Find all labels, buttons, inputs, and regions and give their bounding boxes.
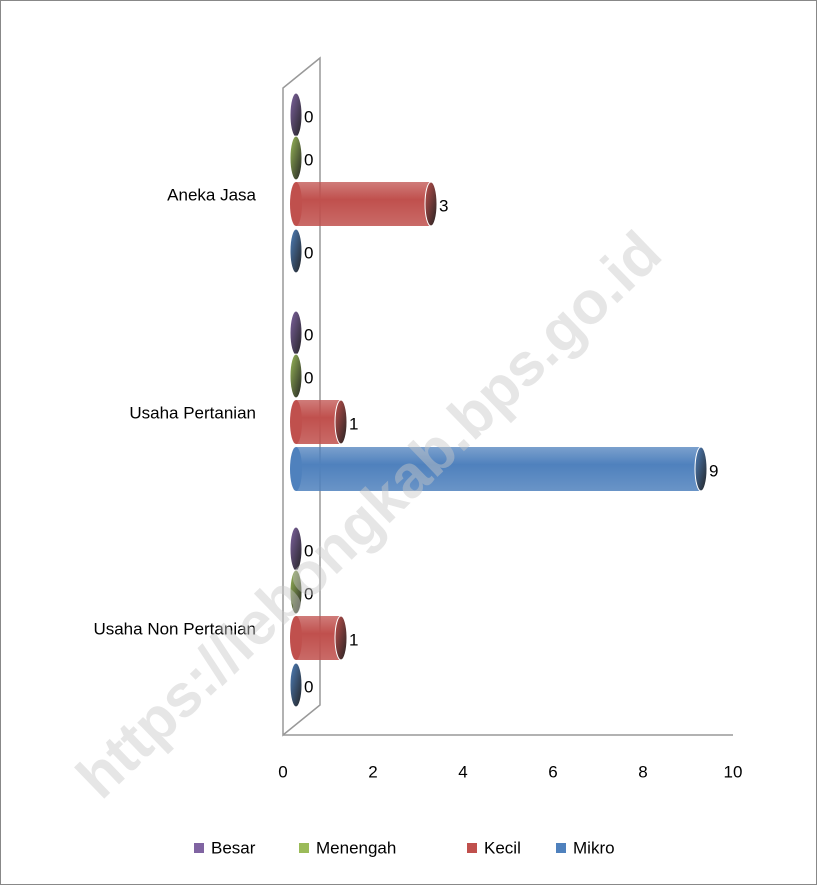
back-wall — [282, 56, 321, 737]
bar-body — [296, 182, 431, 226]
x-tick-label: 10 — [724, 762, 743, 781]
x-tick-label: 2 — [368, 762, 377, 781]
bar — [290, 181, 438, 227]
legend-swatch — [194, 843, 204, 853]
legend-swatch — [299, 843, 309, 853]
data-label: 0 — [304, 243, 313, 262]
bar — [289, 135, 303, 181]
data-label: 1 — [349, 630, 358, 649]
bar — [289, 228, 303, 274]
bar-end — [289, 228, 303, 274]
data-label: 0 — [304, 584, 313, 603]
data-label: 0 — [304, 150, 313, 169]
bar-end — [289, 135, 303, 181]
bar-end — [289, 310, 303, 356]
bar — [290, 615, 348, 661]
bar — [289, 92, 303, 138]
bar — [289, 569, 303, 615]
data-label: 9 — [709, 461, 718, 480]
data-label: 3 — [439, 196, 448, 215]
data-label: 0 — [304, 107, 313, 126]
bar-body — [296, 447, 701, 491]
bar-end — [424, 181, 438, 227]
data-label: 0 — [304, 325, 313, 344]
bar-end — [334, 399, 348, 445]
bar-body — [296, 616, 341, 660]
x-tick-label: 6 — [548, 762, 557, 781]
legend-swatch — [467, 843, 477, 853]
bar-end — [289, 569, 303, 615]
legend-label: Menengah — [316, 838, 396, 857]
bar-body — [296, 400, 341, 444]
legend-label: Kecil — [484, 838, 521, 857]
category-label: Usaha Non Pertanian — [93, 619, 256, 638]
category-label: Usaha Pertanian — [129, 403, 256, 422]
bar — [289, 310, 303, 356]
bar-end — [694, 446, 708, 492]
legend-label: Besar — [211, 838, 256, 857]
data-label: 1 — [349, 414, 358, 433]
legend-label: Mikro — [573, 838, 615, 857]
legend-swatch — [556, 843, 566, 853]
bar — [290, 399, 348, 445]
category-label: Aneka Jasa — [167, 185, 256, 204]
bar — [290, 446, 708, 492]
bar-end — [289, 662, 303, 708]
data-label: 0 — [304, 368, 313, 387]
x-tick-label: 4 — [458, 762, 467, 781]
x-tick-label: 8 — [638, 762, 647, 781]
bar-end — [289, 353, 303, 399]
bar — [289, 662, 303, 708]
x-tick-label: 0 — [278, 762, 287, 781]
bar-end — [289, 92, 303, 138]
bar — [289, 353, 303, 399]
data-label: 0 — [304, 541, 313, 560]
bar-end — [334, 615, 348, 661]
data-label: 0 — [304, 677, 313, 696]
